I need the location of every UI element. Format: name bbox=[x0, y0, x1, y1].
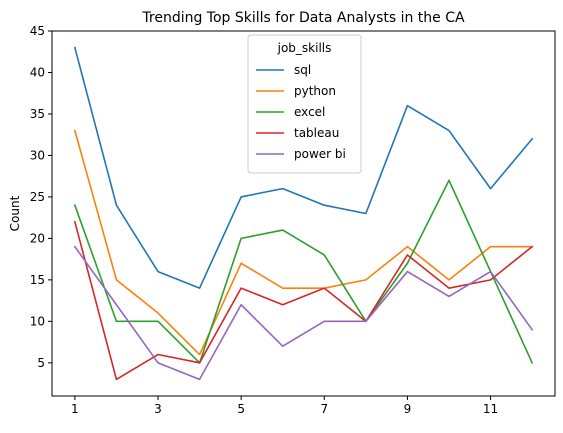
x-tick-label: 1 bbox=[71, 402, 79, 416]
y-tick-label: 45 bbox=[30, 24, 45, 38]
x-tick-label: 9 bbox=[404, 402, 412, 416]
y-tick-label: 30 bbox=[30, 148, 45, 162]
legend-label-excel: excel bbox=[294, 105, 325, 119]
legend-title: job_skills bbox=[277, 41, 332, 55]
legend-label-sql: sql bbox=[294, 63, 311, 77]
y-axis: 5 10 15 20 25 30 35 40 45 bbox=[30, 24, 52, 370]
legend-items: sql python excel tableau power bi bbox=[256, 63, 346, 161]
series-line-python bbox=[73, 129, 533, 356]
x-tick-label: 5 bbox=[237, 402, 245, 416]
y-tick-label: 10 bbox=[30, 314, 45, 328]
y-tick-label: 40 bbox=[30, 65, 45, 79]
series-line-power-bi bbox=[73, 245, 534, 381]
series-lines bbox=[73, 46, 534, 381]
series-line-tableau bbox=[73, 220, 534, 381]
series-line-excel bbox=[73, 179, 534, 364]
legend-label-tableau: tableau bbox=[294, 126, 339, 140]
y-tick-label: 25 bbox=[30, 190, 45, 204]
x-tick-label: 3 bbox=[154, 402, 162, 416]
plot-area bbox=[51, 30, 556, 397]
x-axis: 1 3 5 7 9 11 bbox=[71, 396, 498, 416]
chart-title: Trending Top Skills for Data Analysts in… bbox=[141, 10, 465, 26]
x-tick-label: 7 bbox=[320, 402, 328, 416]
legend: job_skills sql python excel tableau power bi bbox=[247, 34, 362, 174]
y-tick-label: 35 bbox=[30, 107, 45, 121]
series-line-sql bbox=[73, 46, 534, 289]
y-tick-label: 5 bbox=[37, 356, 45, 370]
y-tick-label: 15 bbox=[30, 273, 45, 287]
legend-label-power-bi: power bi bbox=[294, 147, 346, 161]
x-tick-label: 11 bbox=[483, 402, 498, 416]
y-tick-label: 20 bbox=[30, 231, 45, 245]
legend-label-python: python bbox=[294, 84, 336, 98]
y-axis-label: Count bbox=[8, 195, 22, 231]
